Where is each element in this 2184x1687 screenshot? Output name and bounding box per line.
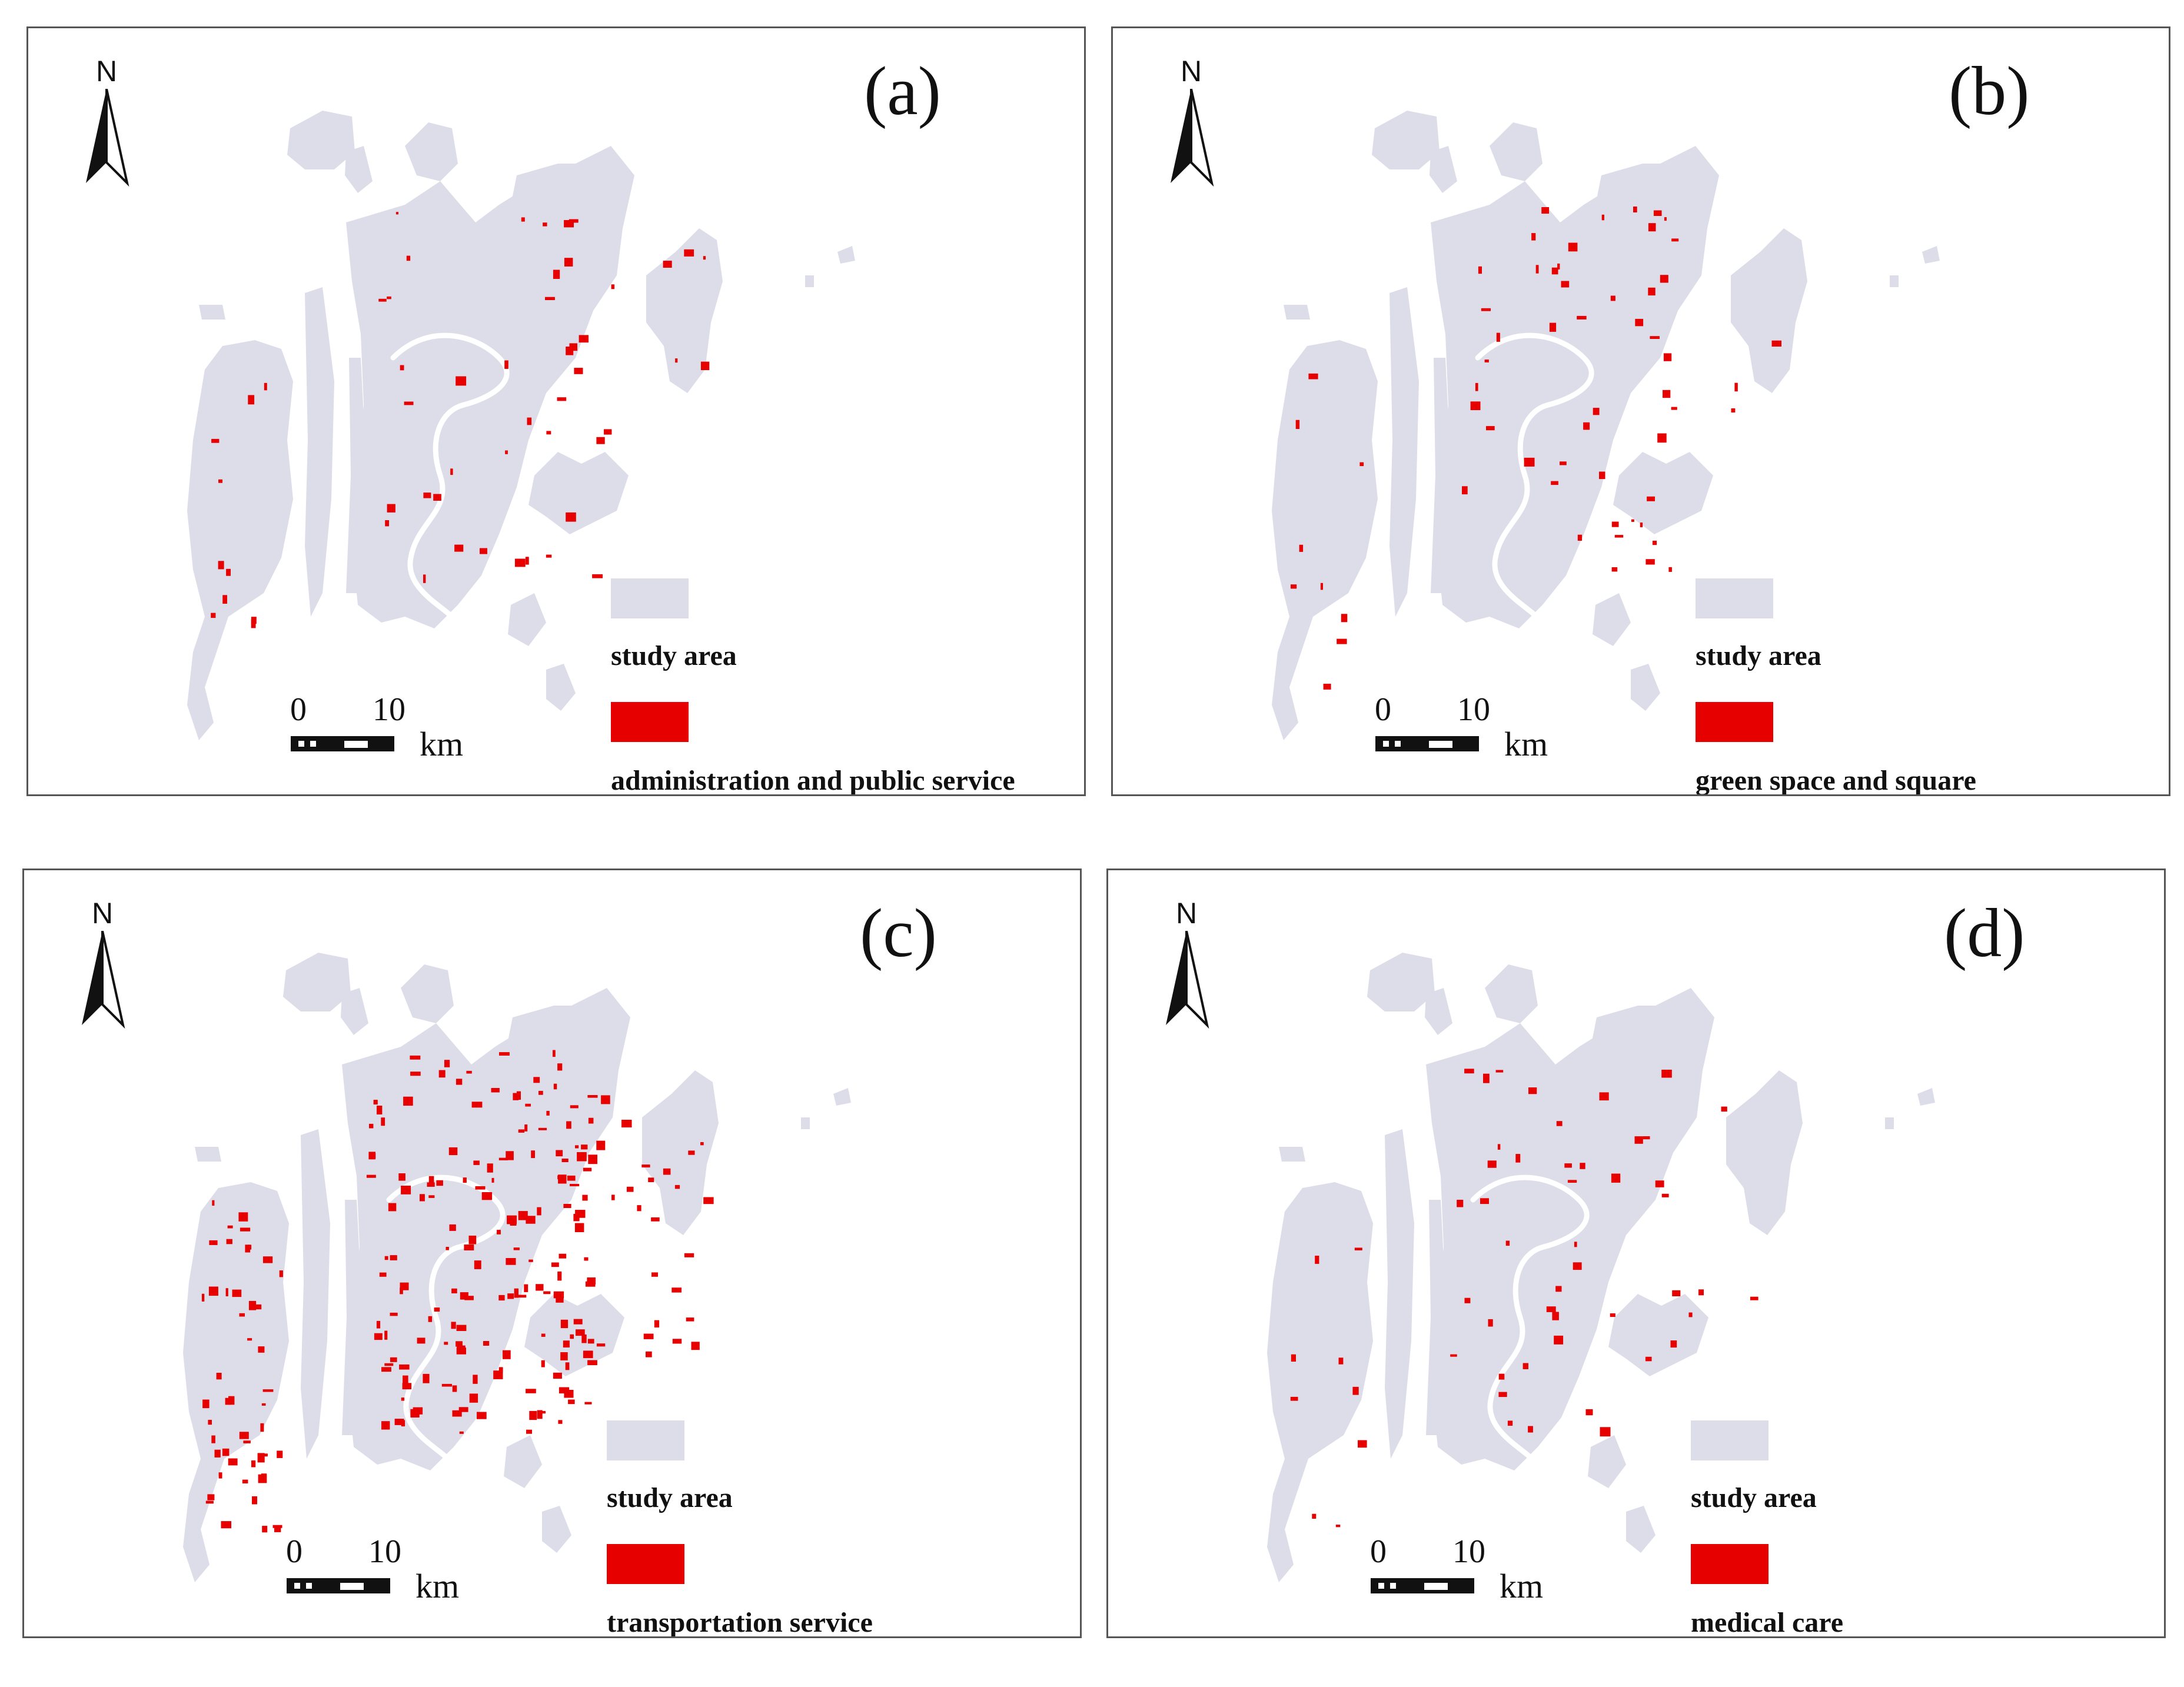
scale-tick-0: 0 — [286, 1533, 302, 1570]
north-label: N — [1180, 55, 1202, 88]
panel-label: (b) — [1949, 52, 2030, 129]
legend: study area green space and square — [1696, 578, 2166, 794]
scale-unit: km — [1500, 1567, 1544, 1605]
scale-tick-0: 0 — [1370, 1533, 1387, 1570]
scale-tick-0: 0 — [1375, 691, 1391, 728]
north-arrow: N — [1165, 56, 1218, 192]
study-area-map — [187, 111, 855, 740]
legend-swatch-feature-class — [611, 702, 689, 742]
legend: study area medical care — [1691, 1420, 2162, 1636]
legend-label-study-area: study area — [607, 1482, 733, 1513]
north-arrow: N — [80, 56, 133, 192]
scale-bar-graphic — [291, 736, 394, 751]
legend: study area transportation service — [607, 1420, 1078, 1636]
north-arrow-icon — [86, 89, 129, 187]
study-area-map — [183, 953, 851, 1582]
panel-label: (a) — [864, 52, 941, 129]
north-arrow-icon — [1166, 931, 1209, 1029]
legend-swatch-feature-class — [1696, 702, 1773, 742]
scale-unit: km — [415, 1567, 460, 1605]
study-area-map — [1267, 953, 1935, 1582]
scale-tick-10: 10 — [1452, 1533, 1485, 1570]
legend-label-feature-class: medical care — [1691, 1607, 1844, 1638]
scale-tick-10: 10 — [1457, 691, 1490, 728]
panel-label: (d) — [1944, 894, 2025, 971]
legend-swatch-study-area — [1691, 1420, 1769, 1460]
scale-bar-graphic — [1371, 1578, 1474, 1593]
north-arrow: N — [76, 899, 129, 1034]
legend-label-study-area: study area — [611, 640, 737, 671]
legend-swatch-study-area — [607, 1420, 684, 1460]
scale-bar-graphic — [287, 1578, 390, 1593]
north-label: N — [1175, 897, 1198, 930]
legend-swatch-feature-class — [1691, 1544, 1769, 1584]
legend-label-feature-class: administration and public service — [611, 765, 1015, 796]
north-label: N — [95, 55, 118, 88]
legend-label-feature-class: green space and square — [1696, 765, 1976, 796]
legend: study area administration and public ser… — [611, 578, 1082, 794]
scale-bar: 0 10 km — [1375, 693, 1569, 793]
north-arrow-icon — [82, 931, 125, 1029]
scale-bar: 0 10 km — [286, 1535, 480, 1635]
legend-label-study-area: study area — [1691, 1482, 1817, 1513]
scale-bar: 0 10 km — [290, 693, 484, 793]
legend-label-feature-class: transportation service — [607, 1607, 873, 1638]
scale-tick-0: 0 — [290, 691, 307, 728]
north-arrow: N — [1160, 899, 1213, 1034]
map-panel-b: N (b) 0 10 km study area green space and… — [1111, 26, 2170, 796]
scale-tick-10: 10 — [368, 1533, 401, 1570]
scale-unit: km — [1504, 725, 1548, 763]
north-label: N — [91, 897, 114, 930]
legend-label-study-area: study area — [1696, 640, 1821, 671]
legend-swatch-feature-class — [607, 1544, 684, 1584]
scale-bar: 0 10 km — [1370, 1535, 1564, 1635]
legend-swatch-study-area — [1696, 578, 1773, 618]
panel-label: (c) — [860, 894, 937, 971]
map-panel-a: N (a) 0 10 km study area administration … — [26, 26, 1086, 796]
scale-unit: km — [420, 725, 464, 763]
scale-bar-graphic — [1375, 736, 1479, 751]
north-arrow-icon — [1171, 89, 1214, 187]
study-area-map — [1272, 111, 1940, 740]
legend-swatch-study-area — [611, 578, 689, 618]
scale-tick-10: 10 — [373, 691, 405, 728]
map-panel-c: N (c) 0 10 km study area transportation … — [22, 869, 1082, 1638]
map-panel-d: N (d) 0 10 km study area medical care — [1106, 869, 2166, 1638]
